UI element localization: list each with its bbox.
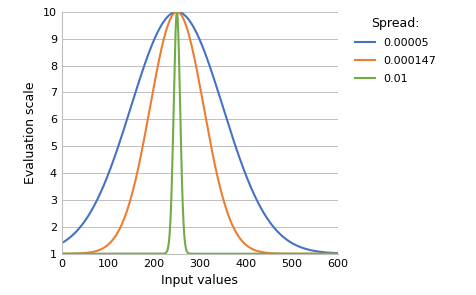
0.01 [59, 252, 65, 255]
0.01 [174, 10, 180, 14]
0.00005 [193, 30, 199, 34]
0.00005 [73, 230, 79, 234]
Line: 0.01: 0.01 [62, 12, 338, 254]
0.00005 [327, 251, 333, 255]
0.00005 [327, 251, 333, 255]
Line: 0.00005: 0.00005 [62, 12, 338, 253]
0.000147 [186, 33, 192, 37]
0.000147 [277, 252, 282, 255]
X-axis label: Input values: Input values [161, 274, 238, 287]
0.000147 [327, 252, 333, 255]
0.01 [193, 252, 199, 255]
Line: 0.000147: 0.000147 [62, 12, 338, 254]
0.000147 [59, 252, 65, 255]
0.000147 [174, 10, 180, 14]
0.00005 [174, 10, 180, 14]
0.00005 [59, 241, 65, 245]
0.00005 [335, 251, 341, 255]
0.000147 [193, 65, 199, 69]
0.01 [73, 252, 79, 255]
0.01 [327, 252, 333, 255]
0.00005 [186, 18, 192, 22]
0.000147 [327, 252, 333, 255]
Y-axis label: Evaluation scale: Evaluation scale [24, 81, 38, 184]
0.01 [335, 252, 341, 255]
Legend: 0.00005, 0.000147, 0.01: 0.00005, 0.000147, 0.01 [355, 17, 436, 84]
0.000147 [335, 252, 341, 255]
0.00005 [277, 232, 282, 235]
0.01 [327, 252, 333, 255]
0.01 [186, 252, 192, 255]
0.01 [277, 252, 282, 255]
0.000147 [73, 252, 79, 255]
